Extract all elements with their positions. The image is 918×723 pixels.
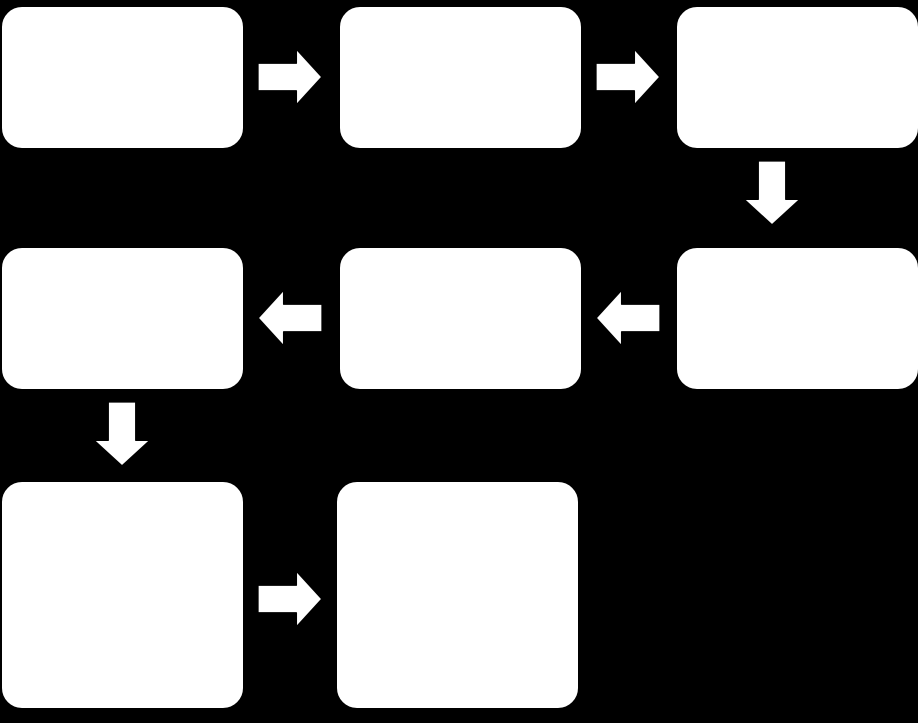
flow-node-n5 xyxy=(338,246,583,391)
arrow-left-icon xyxy=(258,333,322,350)
flow-node-n1 xyxy=(0,5,245,150)
flow-node-n7 xyxy=(0,480,245,710)
flow-node-n8 xyxy=(335,480,580,710)
flow-arrow-n5-to-n6 xyxy=(258,290,322,346)
arrow-right-icon xyxy=(596,92,660,109)
flow-arrow-n6-to-n7 xyxy=(94,402,150,466)
flow-node-n2 xyxy=(338,5,583,150)
flow-arrow-n3-to-n4 xyxy=(744,161,800,225)
flow-arrow-n4-to-n5 xyxy=(596,290,660,346)
flow-arrow-n1-to-n2 xyxy=(258,49,322,105)
flow-node-n4 xyxy=(675,246,918,391)
flowchart-canvas xyxy=(0,0,918,723)
flow-node-n3 xyxy=(675,5,918,150)
arrow-left-icon xyxy=(596,333,660,350)
flow-arrow-n2-to-n3 xyxy=(596,49,660,105)
arrow-right-icon xyxy=(258,92,322,109)
flow-arrow-n7-to-n8 xyxy=(258,571,322,627)
arrow-right-icon xyxy=(258,614,322,631)
flow-node-n6 xyxy=(0,246,245,391)
